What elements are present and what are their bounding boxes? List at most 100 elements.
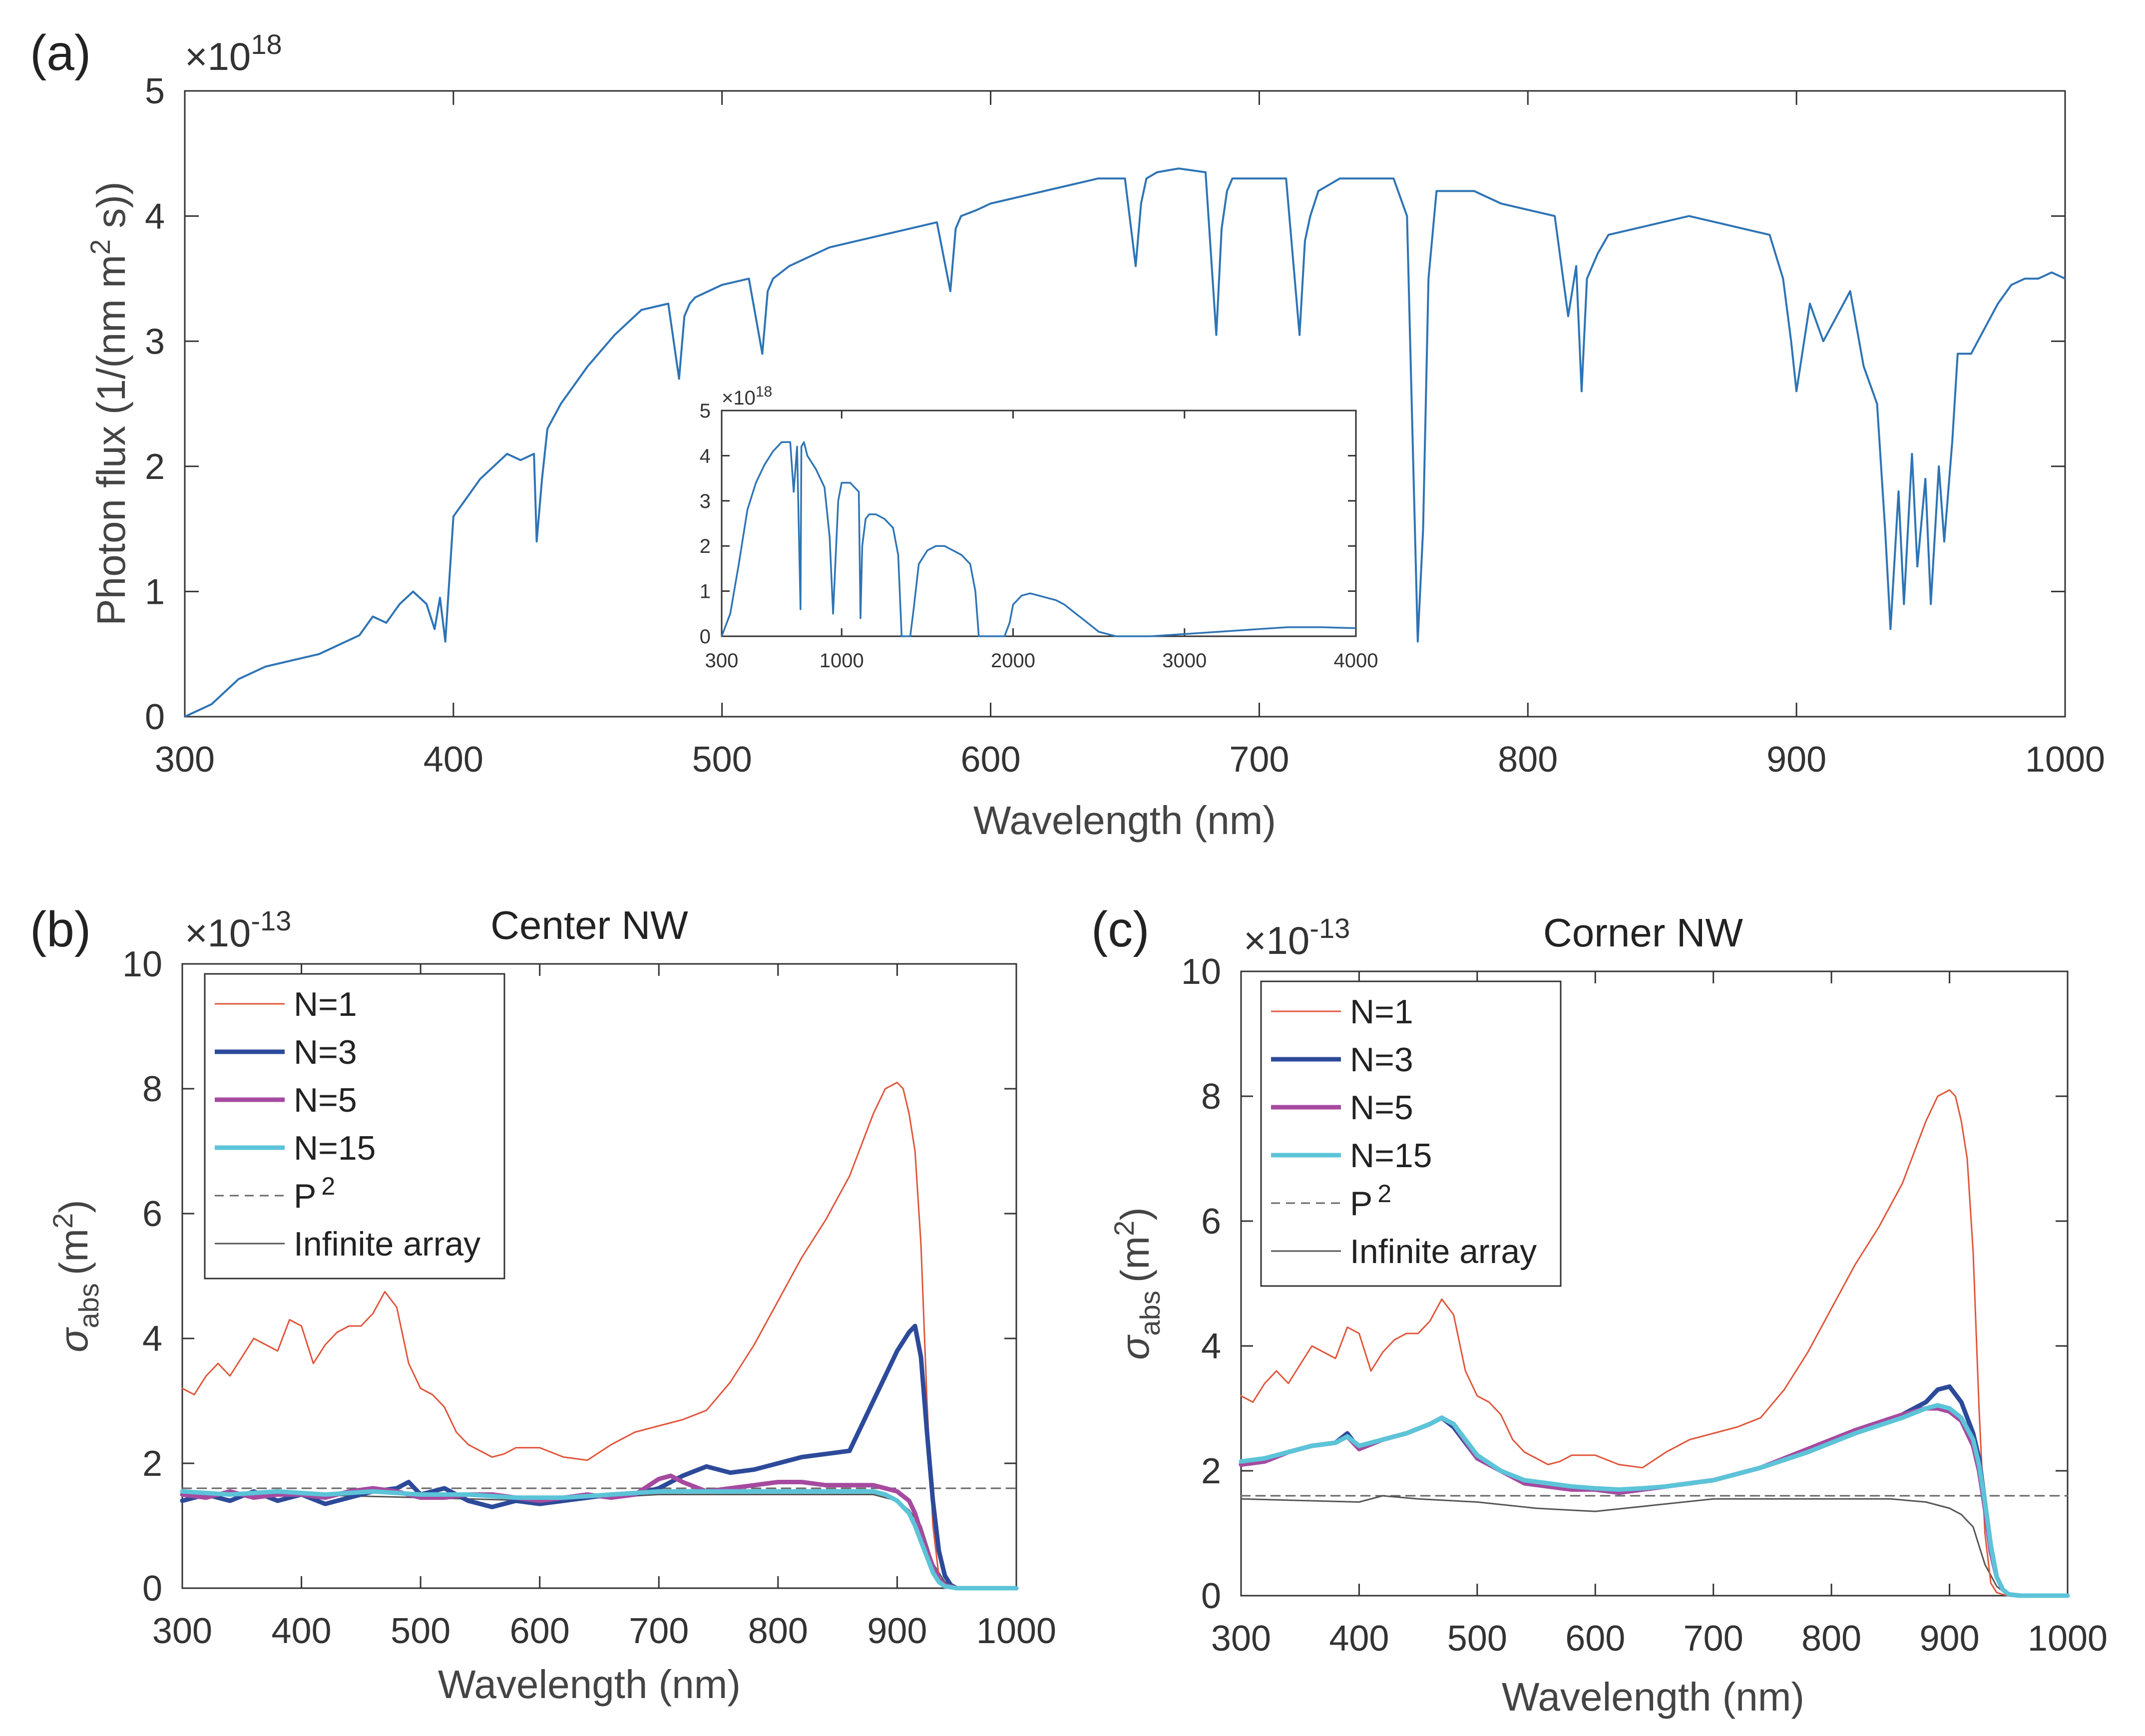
series-line-n-15	[180, 1489, 1019, 1591]
series-line-photon-flux	[184, 167, 2066, 718]
series-line-n-15	[1239, 1403, 2070, 1598]
y-tick-label: 4	[145, 197, 165, 237]
y-tick-label: 4	[142, 1319, 162, 1359]
ticks-inset: 300 1000 2000 3000 4000 0 1 2 3 4 5	[700, 400, 1378, 672]
y-tick-label: 2	[700, 535, 711, 557]
x-axis-label-b: Wavelength (nm)	[438, 1662, 741, 1707]
legend-label: N=5	[294, 1081, 357, 1119]
x-tick-label: 500	[391, 1611, 450, 1651]
series-lines-c	[1239, 1089, 2070, 1598]
series-line-n-3	[180, 1323, 1019, 1591]
x-tick-label: 900	[1920, 1619, 1980, 1659]
x-tick-label: 4000	[1334, 650, 1378, 672]
panel-a: (a) ×1018 300 400 500 600 700 800 900 1000 0 1 2 3 4…	[30, 25, 2105, 843]
x-tick-label: 600	[1565, 1619, 1625, 1659]
ticks-b: 300 400 500 600 700 800 900 1000 0 2 4 6 8 10	[122, 944, 1056, 1651]
y-axis-label-b: σabs(m2)	[47, 1200, 104, 1352]
x-tick-label: 300	[1211, 1619, 1271, 1659]
x-tick-label: 2000	[991, 650, 1035, 672]
y-tick-label: 3	[145, 322, 165, 362]
panel-c: (c) ×10-13 Corner NW 300 400 500 600 700 800 9…	[1091, 901, 2108, 1719]
plot-frame-inset	[721, 410, 1357, 637]
x-tick-label: 600	[961, 740, 1021, 780]
x-tick-label: 300	[152, 1611, 212, 1651]
x-tick-label: 700	[629, 1611, 689, 1651]
y-tick-label: 1	[700, 581, 711, 603]
panel-label-c: (c)	[1091, 901, 1150, 957]
x-tick-label: 900	[867, 1611, 927, 1651]
y-tick-label: 6	[142, 1194, 162, 1234]
chart-title-b: Center NW	[490, 903, 688, 947]
legend-box	[204, 973, 505, 1280]
series-line-inset-photon-flux	[721, 441, 1356, 637]
x-tick-label: 300	[155, 740, 215, 780]
y-tick-label: 2	[145, 447, 165, 487]
legend-label: N=1	[294, 985, 357, 1023]
y-tick-label: 3	[700, 490, 711, 512]
legend-label: N=1	[1350, 993, 1413, 1031]
series-line-infinite-array	[1240, 1495, 2069, 1597]
ticks-a: 300 400 500 600 700 800 900 1000 0 1 2 3 4 5	[145, 71, 2105, 780]
y-tick-label: 8	[1201, 1077, 1221, 1117]
x-tick-label: 700	[1229, 740, 1289, 780]
x-tick-label: 800	[748, 1611, 808, 1651]
x-tick-label: 400	[272, 1611, 332, 1651]
y-axis-label-c: σabs(m2)	[1108, 1207, 1166, 1360]
y-tick-label: 4	[700, 445, 711, 467]
y-tick-label: 5	[145, 71, 165, 111]
x-axis-label-a: Wavelength (nm)	[973, 798, 1276, 843]
x-tick-label: 600	[510, 1611, 570, 1651]
panel-label-a: (a)	[30, 25, 91, 81]
x-tick-label: 3000	[1162, 650, 1207, 672]
x-tick-label: 800	[1498, 740, 1558, 780]
y-tick-label: 0	[142, 1569, 162, 1609]
x-axis-label-c: Wavelength (nm)	[1502, 1675, 1804, 1719]
y-tick-label: 10	[1181, 952, 1221, 992]
legend-box	[1260, 980, 1562, 1287]
x-tick-label: 1000	[2028, 1619, 2108, 1659]
x-tick-label: 300	[705, 650, 739, 672]
plot-frame-a	[184, 90, 2066, 718]
x-tick-label: 1000	[820, 650, 864, 672]
y-multiplier-b: ×10-13	[185, 905, 291, 955]
x-tick-label: 1000	[976, 1611, 1056, 1651]
legend-label: N=15	[294, 1129, 376, 1167]
x-tick-label: 500	[692, 740, 752, 780]
panel-a-inset: ×1018 300 1000 2000 3000 4000 0 1 2 3 4 5	[700, 384, 1378, 672]
y-tick-label: 1	[145, 572, 165, 612]
y-tick-label: 0	[1201, 1576, 1221, 1616]
legend-label: N=5	[1350, 1089, 1413, 1127]
y-multiplier-c: ×10-13	[1244, 912, 1350, 962]
panel-label-b: (b)	[30, 901, 91, 957]
y-tick-label: 5	[700, 400, 711, 422]
x-tick-label: 400	[424, 740, 483, 780]
x-tick-label: 1000	[2025, 740, 2105, 780]
y-tick-label: 2	[1201, 1451, 1221, 1491]
series-line-n-1	[181, 1082, 1017, 1589]
legend-label: N=3	[1350, 1041, 1413, 1079]
plot-frame-b	[181, 963, 1017, 1589]
legend-label: Infinite array	[1350, 1233, 1537, 1271]
plot-frame-c	[1240, 970, 2069, 1597]
y-tick-label: 10	[122, 944, 162, 984]
series-lines-b	[180, 1082, 1019, 1591]
legend-label: N=3	[294, 1033, 357, 1071]
inset-background	[722, 411, 1356, 636]
x-tick-label: 700	[1684, 1619, 1743, 1659]
y-tick-label: 2	[142, 1444, 162, 1484]
x-tick-label: 400	[1329, 1619, 1389, 1659]
legend-label: Infinite array	[294, 1225, 480, 1263]
y-tick-label: 8	[142, 1069, 162, 1109]
ticks-c: 300 400 500 600 700 800 900 1000 0 2 4 6 8 10	[1181, 952, 2108, 1659]
x-tick-label: 800	[1801, 1619, 1861, 1659]
y-multiplier-a: ×1018	[185, 28, 282, 78]
x-tick-label: 500	[1447, 1619, 1507, 1659]
y-multiplier-inset: ×1018	[722, 384, 772, 409]
series-line-n-1	[1240, 1089, 2069, 1597]
y-tick-label: 6	[1201, 1202, 1221, 1242]
x-tick-label: 900	[1766, 740, 1826, 780]
